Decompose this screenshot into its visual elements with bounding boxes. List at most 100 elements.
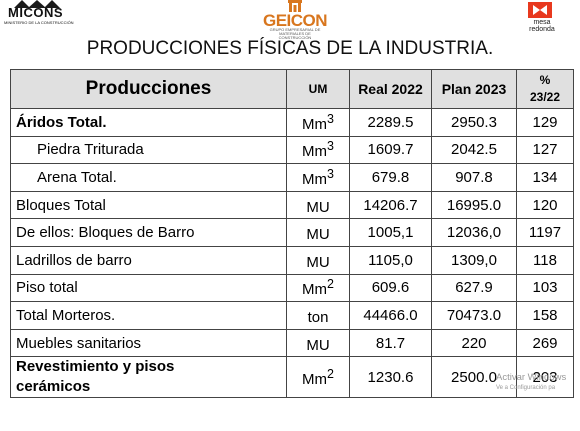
row-plan-2023: 907.8: [431, 163, 517, 192]
mesa-logo-line2: redonda: [529, 26, 555, 33]
row-label-line1: Revestimiento y pisos: [16, 358, 175, 376]
row-plan-2023: 70473.0: [431, 301, 517, 330]
um-base: MU: [306, 253, 330, 271]
micons-logo-subtitle: MINISTERIO DE LA CONSTRUCCIÓN: [4, 20, 74, 25]
productions-table: Producciones UM Real 2022 Plan 2023 % 23…: [10, 69, 574, 399]
row-um: MU: [286, 328, 350, 358]
row-um: Mm3: [286, 163, 350, 192]
mesa-redonda-mark-icon: [528, 2, 552, 18]
mesa-logo-line1: mesa: [533, 19, 551, 26]
um-base: Mm: [302, 281, 328, 299]
geicon-mark-icon: [288, 0, 302, 12]
table-row: Piedra Triturada Mm3 1609.7 2042.5 127: [10, 135, 574, 165]
row-plan-2023: 16995.0: [431, 190, 517, 220]
um-superscript: 2: [327, 277, 334, 292]
row-percent: 134: [516, 163, 574, 192]
um-base: Mm: [302, 370, 328, 388]
row-um: MU: [286, 190, 350, 220]
micons-logo-text: MICONS: [8, 5, 63, 20]
row-um: Mm3: [286, 135, 350, 165]
header-percent: % 23/22: [516, 69, 574, 109]
row-label: Piedra Triturada: [10, 135, 287, 165]
row-real-2022: 1230.6: [349, 356, 432, 399]
row-label-line2: cerámicos: [16, 378, 91, 396]
um-superscript: 3: [327, 139, 334, 154]
watermark-line1: Activar Windows: [496, 372, 567, 383]
um-base: MU: [306, 198, 330, 216]
table-row: Muebles sanitarios MU 81.7 220 269: [10, 328, 574, 358]
row-um: ton: [286, 301, 350, 330]
row-plan-2023: 2042.5: [431, 135, 517, 165]
row-label: Áridos Total.: [10, 108, 287, 137]
header-percent-line1: %: [539, 73, 551, 87]
header-plan-2023: Plan 2023: [431, 69, 517, 109]
table-row: De ellos: Bloques de Barro MU 1005,1 120…: [10, 218, 574, 247]
um-base: MU: [306, 336, 330, 354]
micons-mark-icon: [14, 0, 60, 8]
table-row: Bloques Total MU 14206.7 16995.0 120: [10, 190, 574, 220]
row-percent: 120: [516, 190, 574, 220]
table-row: Total Morteros. ton 44466.0 70473.0 158: [10, 301, 574, 330]
watermark-line2: Ve a Configuración pa: [496, 385, 556, 391]
row-real-2022: 1105,0: [349, 245, 432, 275]
row-um: Mm2: [286, 273, 350, 303]
geicon-logo-subtitle: GRUPO EMPRESARIAL DE MATERIALES DE CONST…: [269, 27, 321, 40]
um-base: Mm: [302, 115, 328, 133]
row-um: Mm3: [286, 108, 350, 137]
um-superscript: 2: [327, 366, 334, 381]
row-real-2022: 1005,1: [349, 218, 432, 247]
row-label: Revestimiento y pisos cerámicos: [10, 356, 287, 399]
um-base: Mm: [302, 143, 328, 161]
row-plan-2023: 2950.3: [431, 108, 517, 137]
row-percent: 127: [516, 135, 574, 165]
um-superscript: 3: [327, 166, 334, 181]
header-um: UM: [286, 69, 350, 109]
micons-logo: MICONS MINISTERIO DE LA CONSTRUCCIÓN: [2, 0, 74, 30]
row-percent: 103: [516, 273, 574, 303]
um-base: Mm: [302, 170, 328, 188]
table-header-row: Producciones UM Real 2022 Plan 2023 % 23…: [10, 69, 574, 109]
geicon-logo: GEICON GRUPO EMPRESARIAL DE MATERIALES D…: [255, 0, 335, 40]
row-real-2022: 679.8: [349, 163, 432, 192]
page-title: PRODUCCIONES FÍSICAS DE LA INDUSTRIA.: [86, 38, 494, 59]
row-plan-2023: 627.9: [431, 273, 517, 303]
header-percent-line2: 23/22: [529, 90, 561, 104]
row-percent: 158: [516, 301, 574, 330]
row-label: Muebles sanitarios: [10, 328, 287, 358]
row-um: MU: [286, 218, 350, 247]
activation-watermark: Activar Windows Ve a Configuración pa: [496, 372, 566, 394]
row-label: Total Morteros.: [10, 301, 287, 330]
row-real-2022: 44466.0: [349, 301, 432, 330]
table-row: Revestimiento y pisos cerámicos Mm2 1230…: [10, 356, 574, 399]
table-row: Ladrillos de barro MU 1105,0 1309,0 118: [10, 245, 574, 275]
table-row: Arena Total. Mm3 679.8 907.8 134: [10, 163, 574, 192]
mesa-redonda-logo-text: mesa redonda: [521, 19, 563, 33]
row-plan-2023: 12036,0: [431, 218, 517, 247]
row-plan-2023: 1309,0: [431, 245, 517, 275]
row-percent: 203: [516, 356, 574, 399]
row-real-2022: 2289.5: [349, 108, 432, 137]
row-percent: 129: [516, 108, 574, 137]
header-real-2022: Real 2022: [349, 69, 432, 109]
row-real-2022: 1609.7: [349, 135, 432, 165]
row-percent: 118: [516, 245, 574, 275]
um-base: MU: [306, 226, 330, 244]
row-percent: 1197: [516, 218, 574, 247]
header-producciones: Producciones: [10, 69, 287, 109]
row-um: Mm2: [286, 356, 350, 399]
row-label: De ellos: Bloques de Barro: [10, 218, 287, 247]
row-label: Arena Total.: [10, 163, 287, 192]
row-real-2022: 81.7: [349, 328, 432, 358]
table-row: Áridos Total. Mm3 2289.5 2950.3 129: [10, 108, 574, 137]
row-percent: 269: [516, 328, 574, 358]
row-label: Piso total: [10, 273, 287, 303]
table-row: Piso total Mm2 609.6 627.9 103: [10, 273, 574, 303]
row-label: Bloques Total: [10, 190, 287, 220]
row-label: Ladrillos de barro: [10, 245, 287, 275]
row-real-2022: 609.6: [349, 273, 432, 303]
row-real-2022: 14206.7: [349, 190, 432, 220]
um-superscript: 3: [327, 111, 334, 126]
um-base: ton: [307, 308, 329, 326]
geicon-logo-text: GEICON: [263, 11, 328, 30]
mesa-redonda-logo: mesa redonda: [517, 2, 569, 34]
